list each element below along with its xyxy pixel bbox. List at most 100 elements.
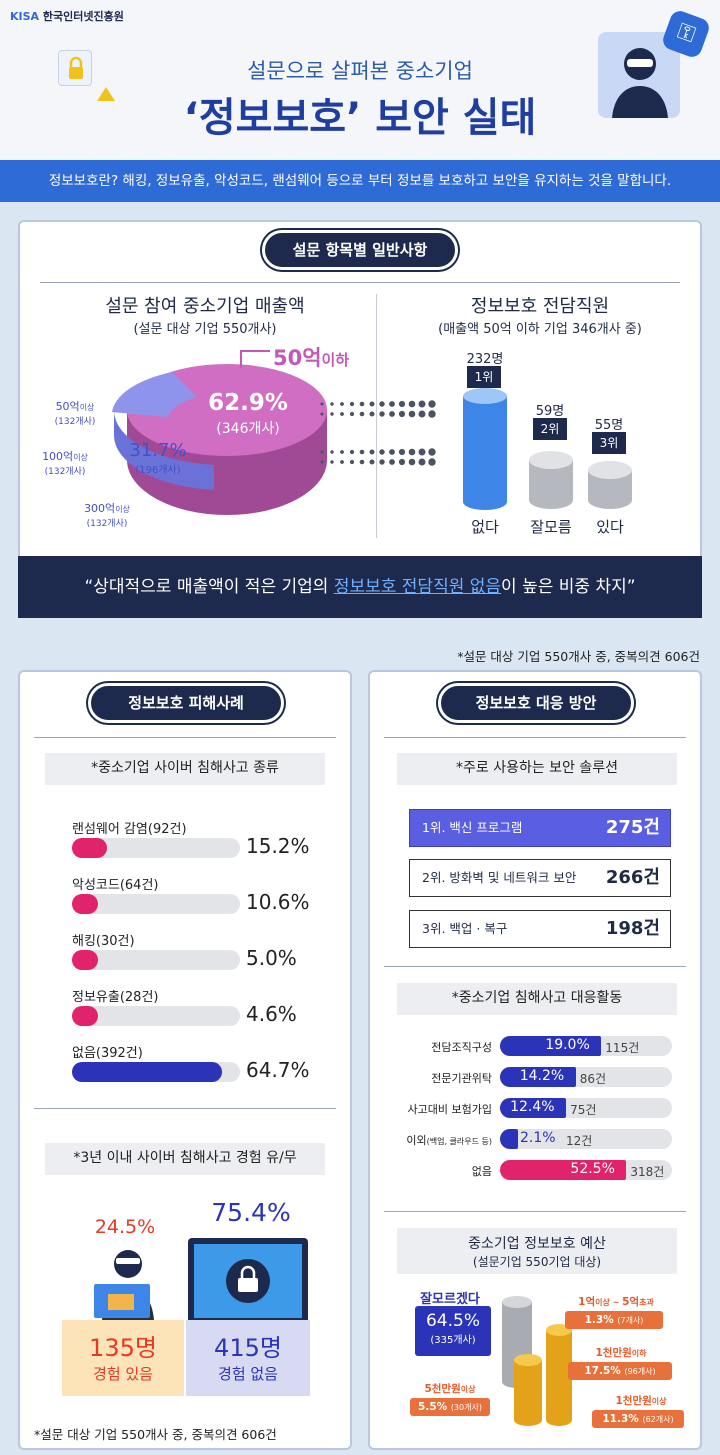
budget4-title: 1천만원이상 — [596, 1393, 686, 1408]
legend-100-val: 100억 — [42, 450, 74, 463]
staff-label-3: 있다 — [596, 518, 624, 536]
staff-count-3: 55명 — [594, 418, 624, 433]
incident-bar-track — [72, 1006, 240, 1026]
no-count: 415명 — [214, 1334, 282, 1362]
cylinder-2 — [529, 451, 573, 509]
divider-line — [384, 737, 686, 738]
activity-label-sub: (백업, 클라우드 등) — [426, 1137, 492, 1146]
incident-pct: 10.6% — [246, 890, 310, 914]
divider-line — [384, 1211, 686, 1212]
solution-row-3: 3위. 백업 · 복구 198건 — [409, 910, 671, 948]
quote-highlight: 정보보호 전담직원 없음 — [333, 577, 502, 597]
divider-line — [40, 282, 680, 283]
types-title: *중소기업 사이버 침해사고 종류 — [45, 753, 325, 785]
activity-pct: 52.5% — [570, 1161, 615, 1177]
b2-val: 17.5% — [584, 1365, 621, 1377]
activity-label: 사고대비 보험가입 — [407, 1103, 492, 1116]
solution-count: 198건 — [605, 918, 660, 939]
solution-row-2: 2위. 방화벽 및 네트워크 보안 266건 — [409, 859, 671, 897]
b1-b: 초과 — [639, 1298, 654, 1307]
staff-count-2: 59명 — [535, 404, 565, 419]
activity-count: 86건 — [579, 1072, 607, 1086]
solutions-title: *주로 사용하는 보안 솔루션 — [397, 753, 677, 785]
b3-val: 5.5% — [418, 1401, 448, 1413]
logo: KISA 한국인터넷진흥원 — [10, 8, 124, 24]
logo-org: 한국인터넷진흥원 — [42, 10, 124, 23]
revenue-sub: (설문 대상 기업 550개사) — [133, 322, 277, 337]
b3-title: 5천만원 — [424, 1383, 461, 1395]
b4-title: 1천만원 — [615, 1395, 652, 1407]
divider-line — [34, 1108, 336, 1109]
solution-label: 3위. 백업 · 복구 — [422, 921, 508, 936]
quote-post: 이 높은 비중 차지” — [501, 577, 636, 597]
yes-pct: 24.5% — [94, 1216, 156, 1238]
revenue-pie-chart — [112, 364, 327, 515]
damage-note: *설문 대상 기업 550개사 중, 중복의견 606건 — [34, 1427, 277, 1442]
legend-100-cnt: (132개사) — [44, 467, 86, 477]
activity-pct: 12.4% — [510, 1099, 555, 1115]
small-slice-cnt: (196개사) — [135, 465, 181, 476]
incident-bar — [72, 894, 98, 914]
budget1-title: 1억이상 ~ 5억초과 — [556, 1294, 676, 1309]
no-box: 415명 경험 없음 — [186, 1320, 310, 1396]
legend-300-val: 300억 — [84, 502, 116, 515]
activity-count: 318건 — [630, 1165, 665, 1179]
b4-cnt: (62개사) — [642, 1415, 674, 1424]
b1-cnt: (7개사) — [617, 1316, 644, 1325]
b2-unit: 이하 — [631, 1349, 647, 1358]
no-pct: 75.4% — [211, 1198, 291, 1227]
incident-bar-track — [72, 950, 240, 970]
general-pill: 설문 항목별 일반사항 — [262, 230, 458, 270]
staff-title: 정보보호 전담직원 — [470, 296, 610, 317]
activity-count: 115건 — [605, 1041, 640, 1055]
staff-label-2: 잘모름 — [530, 518, 572, 536]
legend-100: 100억이상 (132개사) — [30, 448, 100, 477]
unknown-pct: 64.5% — [425, 1311, 480, 1331]
legend-100-unit: 이상 — [73, 453, 88, 462]
legend-50: 50억이상 (132개사) — [40, 398, 110, 427]
activity-label: 전문기관위탁 — [431, 1072, 492, 1085]
big-slice-pct: 62.9% — [208, 390, 288, 416]
incident-pct: 5.0% — [246, 946, 297, 970]
b4-unit: 이상 — [651, 1397, 667, 1406]
budget-title: 중소기업 정보보호 예산 — [468, 1236, 606, 1252]
warning-icon — [96, 86, 116, 102]
activity-label: 이외(백업, 클라우드 등) — [406, 1134, 492, 1147]
incident-bar-track — [72, 838, 240, 858]
b1-val: 1.3% — [584, 1314, 614, 1326]
secure-monitor-icon — [188, 1238, 308, 1324]
legend-50-unit: 이상 — [79, 403, 95, 412]
incident-bar — [72, 1062, 222, 1082]
damage-pill: 정보보호 피해사례 — [88, 683, 284, 723]
dotted-arrows — [320, 400, 436, 466]
b1-a: 이상 ~ — [595, 1298, 623, 1307]
big-slice-cnt: (346개사) — [216, 421, 280, 437]
budget3-title: 5천만원이상 — [410, 1381, 490, 1396]
activity-label: 전담조직구성 — [431, 1041, 492, 1054]
solution-label: 2위. 방화벽 및 네트워크 보안 — [422, 870, 577, 885]
small-slice-pct: 31.7% — [129, 440, 187, 461]
solution-count: 275건 — [605, 817, 660, 838]
unknown-cnt: (335개사) — [430, 1335, 476, 1346]
staff-count-1: 232명 — [466, 352, 504, 367]
divider-line — [384, 966, 686, 967]
activity-bar — [500, 1067, 576, 1087]
incident-type-label: 없음(392건) — [72, 1046, 143, 1061]
coin-stacks-icon — [502, 1296, 572, 1426]
budget2-badge: 17.5% (96개사) — [568, 1362, 672, 1380]
note-top: *설문 대상 기업 550개사 중, 중복의견 606건 — [457, 649, 700, 664]
budget3-badge: 5.5% (30개사) — [410, 1398, 490, 1416]
yes-box: 135명 경험 있음 — [62, 1320, 184, 1396]
activity-count: 75건 — [570, 1103, 597, 1117]
header-subtitle: 설문으로 살펴본 중소기업 — [247, 59, 473, 83]
hacker-icon — [612, 48, 668, 118]
legend-50-cnt: (132개사) — [54, 417, 96, 427]
activity-bar — [500, 1160, 627, 1180]
incident-pct: 4.6% — [246, 1002, 297, 1026]
activity-bar-track — [500, 1129, 672, 1149]
lock-window-icon — [58, 50, 92, 86]
quote-bar: “상대적으로 매출액이 적은 기업의 정보보호 전담직원 없음이 높은 비중 차… — [18, 556, 702, 618]
incident-bar-track — [72, 894, 240, 914]
budget-sub: (설문기업 550기업 대상) — [472, 1255, 602, 1269]
activity-bar — [500, 1036, 602, 1056]
